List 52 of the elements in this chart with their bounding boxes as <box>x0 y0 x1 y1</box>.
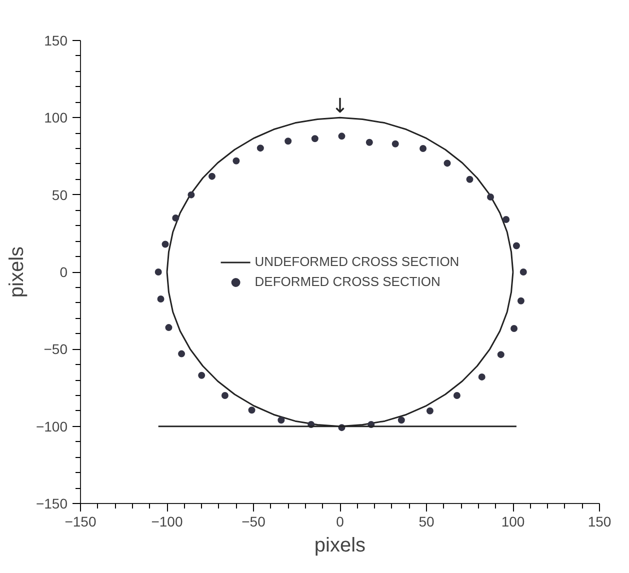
point <box>157 296 164 302</box>
y-tick-label: −100 <box>36 418 68 434</box>
point <box>256 144 264 152</box>
y-tick-label: 50 <box>52 186 68 203</box>
legend-label: DEFORMED CROSS SECTION <box>254 274 440 289</box>
point <box>338 132 346 140</box>
point <box>198 372 206 379</box>
point <box>510 324 518 332</box>
point <box>478 373 486 380</box>
point <box>487 194 494 200</box>
point <box>420 145 427 152</box>
point <box>172 214 180 222</box>
point <box>284 138 292 145</box>
y-tick-label: 150 <box>44 32 68 48</box>
point <box>178 350 186 358</box>
point <box>278 416 285 424</box>
point <box>311 135 318 142</box>
point <box>208 172 216 180</box>
x-tick-label: 150 <box>588 514 612 530</box>
point <box>248 406 256 414</box>
x-axis-title: pixels <box>314 534 366 556</box>
point <box>162 240 169 248</box>
y-tick-label: −50 <box>44 341 68 358</box>
legend-label: UNDEFORMED CROSS SECTION <box>254 254 460 269</box>
point <box>366 138 373 146</box>
point <box>517 297 524 304</box>
point <box>188 191 195 198</box>
y-tick-label: 100 <box>44 110 68 126</box>
point <box>444 160 451 167</box>
point <box>165 324 172 332</box>
point <box>232 157 240 164</box>
annotation: ↓ <box>332 94 348 118</box>
y-tick-label: −150 <box>36 496 68 512</box>
point <box>426 407 434 414</box>
x-tick-label: 0 <box>336 514 344 530</box>
point <box>453 392 460 399</box>
point <box>520 268 527 276</box>
point <box>466 176 474 183</box>
x-tick-label: 100 <box>501 514 525 530</box>
point <box>502 216 510 224</box>
point <box>512 242 520 250</box>
point <box>497 351 504 358</box>
point <box>398 416 405 424</box>
x-tick-label: −100 <box>151 514 183 530</box>
point <box>221 392 228 399</box>
y-axis-title: pixels <box>6 246 28 298</box>
x-tick-label: −50 <box>242 514 266 530</box>
x-tick-label: −150 <box>64 514 96 530</box>
point <box>392 140 399 148</box>
point <box>154 268 162 276</box>
x-tick-label: 50 <box>418 514 434 530</box>
y-tick-label: 0 <box>60 264 68 280</box>
